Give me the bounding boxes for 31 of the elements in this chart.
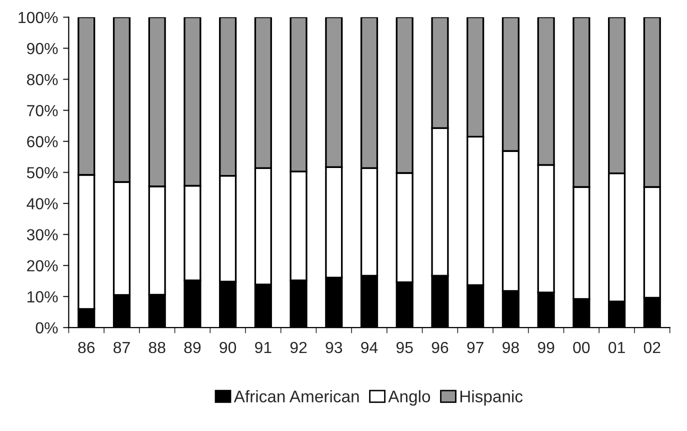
y-tick-label: 90% [27,42,58,54]
y-tick-label: 10% [28,291,58,302]
y-tick-label: 100% [18,12,58,24]
y-tick-label: 60% [27,136,58,148]
x-tick-label: 87 [114,342,130,354]
x-tick-label: 91 [255,342,272,354]
x-tick-label: 92 [290,342,307,354]
y-tick-label: 30% [26,229,58,240]
x-tick-label: 00 [573,342,590,354]
x-tick-label: 89 [184,342,201,354]
y-tick-label: 80% [27,74,58,86]
y-tick-label: 40% [26,198,58,210]
x-tick-label: 01 [608,342,625,354]
y-tick-label: 20% [27,260,58,272]
x-tick-label: 97 [467,342,484,354]
y-tick-label: 0% [36,322,58,334]
x-tick-label: 93 [326,342,342,354]
x-tick-label: 94 [361,342,378,354]
x-tick-label: 88 [148,342,166,354]
x-tick-label: 90 [220,342,236,354]
x-tick-label: 96 [432,342,448,354]
x-tick-label: 02 [644,342,660,354]
legend-label: African American [234,390,359,402]
legend-label: Anglo [388,390,430,406]
y-tick-label: 70% [27,104,58,116]
legend-label: Hispanic [460,390,523,406]
y-tick-label: 50% [26,167,58,178]
x-tick-label: 86 [78,342,95,354]
x-tick-label: 99 [538,342,554,354]
x-tick-label: 98 [502,342,519,354]
x-tick-label: 95 [396,342,413,354]
